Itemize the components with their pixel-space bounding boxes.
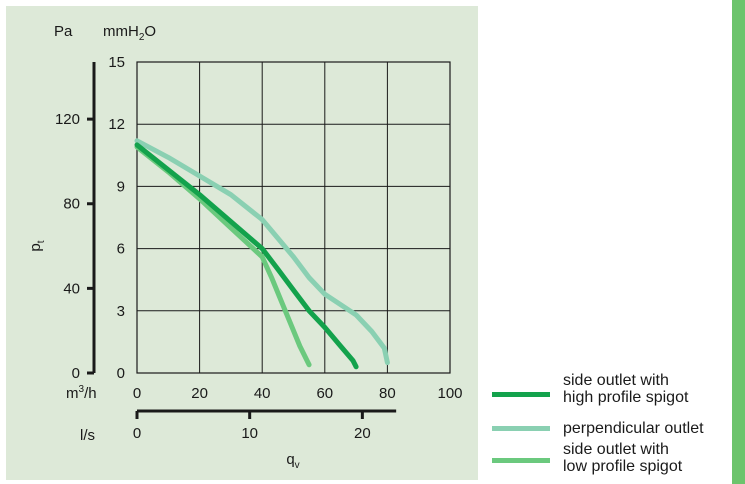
m3h-unit-sup: 3	[79, 384, 85, 395]
series-line-high-profile	[134, 142, 359, 370]
m3h-unit-end: /h	[84, 385, 97, 402]
pa-unit-label: Pa	[54, 23, 73, 40]
x-tick-label-m3h: 60	[316, 385, 333, 402]
chart-panel-background	[6, 6, 478, 480]
axes: 0 20 40 60 80 100 0 3 6 9 12 15 0 40 80 120 0 10 20	[55, 54, 463, 442]
legend-swatch-perpendicular	[492, 426, 550, 431]
mmh2o-unit-base: mmH	[103, 23, 139, 40]
y-tick-label-pa: 120	[55, 111, 80, 128]
legend-label-high-profile: side outlet with high profile spigot	[563, 372, 688, 406]
plot-grid	[136, 61, 451, 374]
ls-tick-label: 20	[354, 425, 371, 442]
legend-label-high-profile-line2: high profile spigot	[563, 389, 689, 406]
y-axis-title-base: p	[27, 243, 44, 251]
series-line-low-profile	[134, 144, 312, 368]
mmh2o-unit-sub: 2	[139, 32, 145, 43]
legend-label-low-profile: side outlet with low profile spigot	[563, 441, 682, 475]
legend-label-low-profile-line1: side outlet with	[563, 441, 669, 458]
m3h-unit-base: m	[66, 385, 79, 402]
y-tick-label-pa: 0	[72, 365, 80, 382]
ls-tick-label: 0	[133, 425, 141, 442]
legend-swatch-high-profile	[492, 392, 550, 397]
legend-swatch-low-profile	[492, 458, 550, 463]
x-tick-label-m3h: 80	[379, 385, 396, 402]
series-line-perpendicular	[134, 138, 390, 366]
x-tick-label-m3h: 40	[254, 385, 271, 402]
legend-label-perpendicular: perpendicular outlet	[563, 420, 704, 437]
x-tick-label-m3h: 0	[133, 385, 141, 402]
x-axis-title-sub: v	[295, 460, 300, 471]
y-axis-title-sub: t	[36, 240, 47, 243]
legend-label-high-profile-line1: side outlet with	[563, 372, 669, 389]
y-tick-label-mmh2o: 3	[117, 303, 125, 320]
y-tick-label-mmh2o: 0	[117, 365, 125, 382]
legend-label-low-profile-line2: low profile spigot	[563, 458, 683, 475]
side-accent-stripe	[732, 0, 745, 484]
y-tick-label-mmh2o: 12	[108, 116, 125, 133]
y-axis-title: pt	[27, 240, 47, 251]
x-tick-label-m3h: 100	[437, 385, 462, 402]
x-axis-title: qv	[286, 451, 299, 471]
series-lines	[134, 138, 390, 370]
mmh2o-unit-end: O	[144, 23, 156, 40]
ls-tick-label: 10	[241, 425, 258, 442]
y-tick-label-pa: 40	[63, 280, 80, 297]
m3h-unit-label: m3/h	[66, 384, 97, 402]
y-tick-label-mmh2o: 6	[117, 241, 125, 258]
legend-label-perpendicular-line1: perpendicular outlet	[563, 420, 704, 437]
y-tick-label-mmh2o: 15	[108, 54, 125, 71]
y-tick-label-pa: 80	[63, 196, 80, 213]
x-tick-label-m3h: 20	[191, 385, 208, 402]
mmh2o-unit-label: mmH2O	[103, 23, 156, 43]
ls-unit-label: l/s	[80, 427, 95, 444]
y-tick-label-mmh2o: 9	[117, 178, 125, 195]
x-axis-title-base: q	[286, 451, 294, 468]
